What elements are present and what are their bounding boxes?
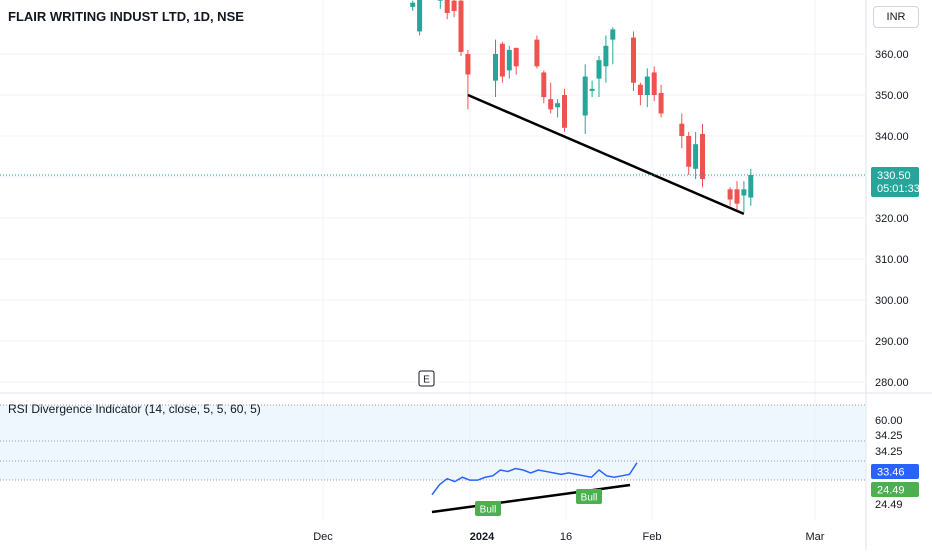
- candle-body[interactable]: [541, 72, 547, 98]
- bull-label-text: Bull: [480, 505, 497, 516]
- candle-body[interactable]: [582, 76, 588, 116]
- price-tick-label: 300.00: [875, 295, 909, 307]
- candle-body[interactable]: [562, 95, 567, 128]
- rsi-line[interactable]: [431, 462, 638, 496]
- candle-body[interactable]: [734, 189, 740, 204]
- candle-body[interactable]: [741, 189, 747, 196]
- price-tick-label: 280.00: [875, 377, 909, 389]
- candle-body[interactable]: [499, 43, 505, 77]
- candle-body[interactable]: [679, 123, 685, 136]
- candle-body[interactable]: [748, 174, 754, 198]
- candle-body[interactable]: [631, 37, 636, 83]
- price-tick-label: 290.00: [875, 336, 909, 348]
- candle-body[interactable]: [444, 0, 450, 13]
- bull-label-badge: [576, 489, 602, 504]
- bull-label-badge: [475, 501, 501, 516]
- candle-body[interactable]: [693, 144, 699, 169]
- price-tick-label: 360.00: [875, 49, 909, 61]
- price-tick-label: 350.00: [875, 90, 909, 102]
- last-price-badge: [871, 166, 919, 197]
- price-trendline[interactable]: [467, 93, 745, 216]
- bull-label-text: Bull: [581, 493, 598, 504]
- candle-body[interactable]: [513, 47, 519, 67]
- rsi-value-badge: [871, 464, 919, 479]
- rsi-secondary-badge: [871, 482, 919, 497]
- candle-body[interactable]: [437, 0, 443, 1]
- candle-body[interactable]: [610, 29, 616, 40]
- candle-body[interactable]: [506, 49, 512, 71]
- rsi-tick-label: 34.25: [875, 430, 903, 442]
- last-price-value: 330.50: [877, 170, 911, 182]
- candle-body[interactable]: [465, 54, 471, 75]
- earnings-marker[interactable]: [418, 370, 435, 387]
- candle-body[interactable]: [658, 92, 664, 114]
- rsi-value-text: 33.46: [877, 467, 905, 479]
- candle-body[interactable]: [548, 99, 554, 110]
- earnings-marker-label: E: [423, 375, 430, 386]
- candle-body[interactable]: [686, 136, 692, 167]
- rsi-tick-label: 34.25: [875, 446, 903, 458]
- rsi-tick-label: 24.49: [875, 499, 903, 511]
- price-tick-label: 310.00: [875, 254, 909, 266]
- candle-body[interactable]: [644, 76, 650, 95]
- time-axis-label: Mar: [806, 531, 825, 543]
- candle-body[interactable]: [603, 45, 609, 67]
- time-axis-label: 16: [560, 531, 572, 543]
- candle-body[interactable]: [410, 2, 416, 7]
- candle-body[interactable]: [555, 103, 561, 108]
- candle-body[interactable]: [637, 84, 643, 95]
- time-axis-label: 2024: [470, 531, 495, 543]
- rsi-tick-label: 60.00: [875, 415, 903, 427]
- price-tick-label: 320.00: [875, 213, 909, 225]
- countdown-value: 05:01:33: [877, 183, 920, 195]
- candle-body[interactable]: [589, 88, 595, 91]
- currency-button[interactable]: INR: [873, 6, 919, 28]
- candle-body[interactable]: [534, 39, 540, 67]
- candle-body[interactable]: [417, 0, 423, 32]
- time-axis-label: Feb: [643, 531, 662, 543]
- price-tick-label: 340.00: [875, 131, 909, 143]
- rsi-band: [0, 405, 866, 480]
- candle-body[interactable]: [700, 133, 705, 180]
- candle-body[interactable]: [596, 60, 602, 79]
- candle-body[interactable]: [451, 0, 457, 11]
- symbol-title: FLAIR WRITING INDUST LTD, 1D, NSE: [8, 9, 244, 24]
- candle-body[interactable]: [727, 189, 733, 200]
- candle-body[interactable]: [493, 54, 498, 81]
- time-axis-label: Dec: [313, 531, 333, 543]
- rsi-secondary-text: 24.49: [877, 485, 905, 497]
- candle-body[interactable]: [651, 72, 657, 95]
- candle-body[interactable]: [458, 0, 464, 52]
- indicator-label[interactable]: RSI Divergence Indicator (14, close, 5, …: [8, 402, 261, 416]
